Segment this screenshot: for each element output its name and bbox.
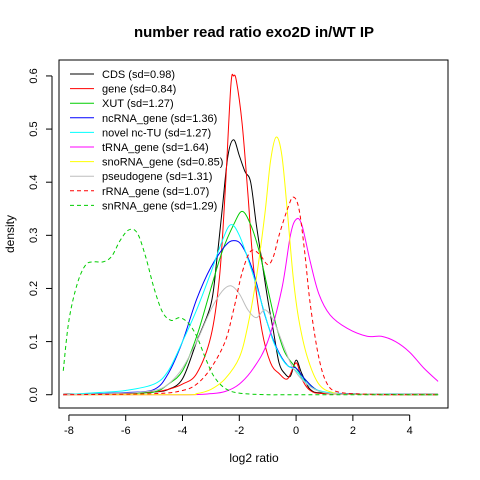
legend-label: novel nc-TU (sd=1.27) [102, 127, 211, 139]
x-tick-label: -8 [64, 425, 74, 437]
y-tick-label: 0.0 [28, 387, 40, 402]
legend-label: snoRNA_gene (sd=0.85) [102, 157, 223, 169]
x-tick-label: 0 [293, 425, 299, 437]
x-tick-label: 4 [407, 425, 413, 437]
y-tick-label: 0.3 [28, 228, 40, 243]
y-tick-label: 0.2 [28, 281, 40, 296]
series-lines [62, 73, 439, 396]
y-tick-label: 0.6 [28, 68, 40, 83]
series-line-1 [63, 73, 439, 396]
legend-label: rRNA_gene (sd=1.07) [102, 186, 209, 198]
legend-label: gene (sd=0.84) [102, 84, 176, 96]
series-line-6 [63, 136, 439, 396]
legend-label: CDS (sd=0.98) [102, 69, 175, 81]
y-tick-label: 0.1 [28, 334, 40, 349]
series-line-7 [63, 285, 439, 396]
y-axis-label: density [3, 215, 17, 253]
x-axis: -8 -6 -4 -2 0 2 4 [64, 414, 413, 437]
series-line-3 [63, 240, 439, 396]
legend-label: tRNA_gene (sd=1.64) [102, 142, 209, 154]
x-tick-label: 2 [350, 425, 356, 437]
legend: CDS (sd=0.98) gene (sd=0.84) XUT (sd=1.27)… [70, 69, 223, 212]
x-tick-label: -4 [178, 425, 188, 437]
legend-label: XUT (sd=1.27) [102, 98, 174, 110]
plot-frame [58, 59, 449, 409]
y-tick-label: 0.4 [28, 175, 40, 190]
x-axis-label: log2 ratio [229, 451, 279, 465]
legend-label: snRNA_gene (sd=1.29) [102, 200, 217, 212]
legend-label: pseudogene (sd=1.31) [102, 171, 212, 183]
series-line-0 [63, 139, 439, 395]
y-axis: 0.0 0.1 0.2 0.3 0.4 0.5 0.6 [28, 68, 53, 402]
y-tick-label: 0.5 [28, 121, 40, 136]
chart-title: number read ratio exo2D in/WT IP [134, 24, 374, 41]
series-line-8 [63, 196, 439, 396]
x-tick-label: -2 [234, 425, 244, 437]
x-tick-label: -6 [121, 425, 131, 437]
legend-label: ncRNA_gene (sd=1.36) [102, 113, 217, 125]
